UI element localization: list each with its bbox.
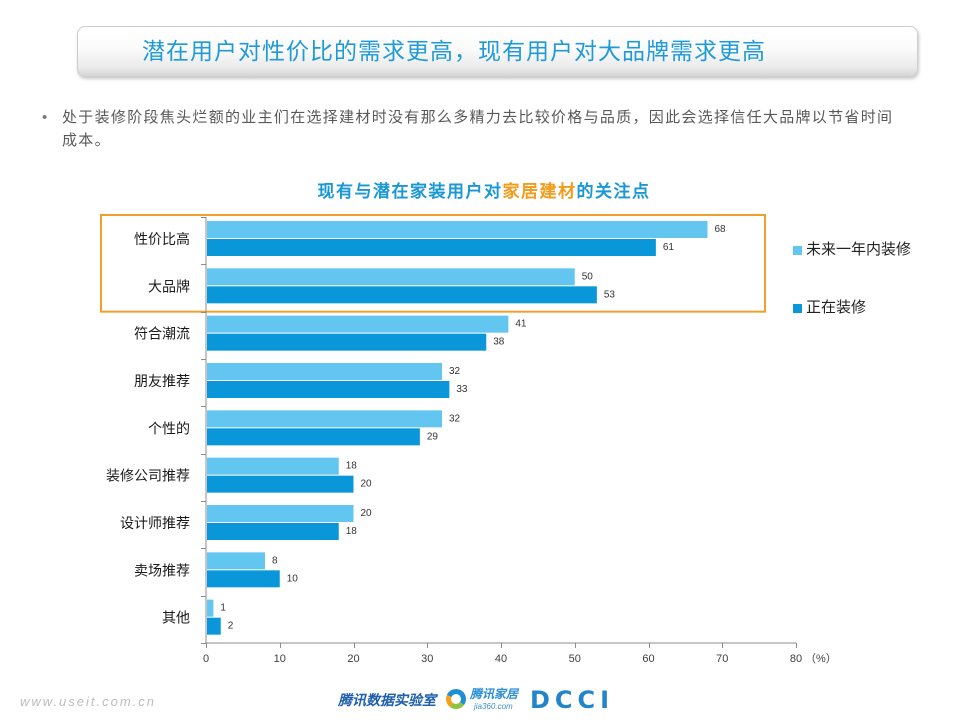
x-tick-label: 60 [642, 653, 654, 665]
x-tick-label: 50 [569, 653, 581, 665]
bar-current [207, 570, 280, 588]
category-label: 设计师推荐 [120, 515, 190, 531]
bar-future [207, 410, 442, 428]
bar-current [207, 333, 487, 351]
dcci-logo: DCCI [530, 686, 615, 714]
data-label: 20 [361, 479, 373, 490]
bar-future [207, 315, 509, 333]
data-label: 41 [515, 319, 527, 330]
data-label: 32 [449, 366, 461, 377]
jia-logo-icon [446, 689, 466, 709]
bar-current [207, 381, 450, 398]
slide-title: 潜在用户对性价比的需求更高，现有用户对大品牌需求更高 [142, 38, 766, 64]
highlight-box [100, 214, 766, 313]
data-label: 10 [287, 573, 299, 584]
bar-current [207, 475, 354, 493]
x-tick-label: 70 [716, 653, 728, 665]
bar-future [207, 221, 708, 238]
data-label: 50 [582, 271, 594, 282]
data-label: 8 [272, 555, 278, 566]
bar-current [207, 523, 339, 540]
data-label: 32 [449, 413, 461, 424]
data-label: 68 [715, 224, 727, 235]
tencent-data-lab-logo: 腾讯数据实验室 [338, 692, 436, 708]
jia-logo-url: jia360.com [474, 702, 513, 711]
bullet-text: 处于装修阶段焦头烂额的业主们在选择建材时没有那么多精力去比较价格与品质，因此会选… [62, 109, 894, 149]
x-axis-unit: （%） [805, 652, 837, 665]
bar-current [207, 239, 656, 256]
bullet-point: • 处于装修阶段焦头烂额的业主们在选择建材时没有那么多精力去比较价格与品质，因此… [42, 106, 902, 156]
data-label: 38 [493, 337, 505, 348]
bar-current [207, 286, 597, 304]
data-label: 29 [427, 431, 439, 442]
category-label: 卖场推荐 [134, 562, 190, 578]
x-tick-label: 80 [790, 653, 802, 665]
bar-future [207, 268, 575, 286]
data-label: 18 [346, 461, 358, 472]
category-label: 大品牌 [148, 278, 190, 294]
x-tick-label: 0 [203, 653, 209, 665]
data-label: 53 [604, 289, 616, 300]
bar-current [207, 428, 420, 446]
x-tick-label: 40 [495, 653, 507, 665]
legend-label-future: 未来一年内装修 [806, 241, 912, 258]
category-label: 朋友推荐 [134, 373, 190, 389]
bar-future [207, 599, 214, 617]
chart-legend: 未来一年内装修 正在装修 [790, 236, 940, 326]
legend-item-current: 正在装修 [793, 299, 866, 317]
category-label: 装修公司推荐 [106, 468, 190, 484]
legend-label-current: 正在装修 [806, 299, 867, 316]
watermark-text: www.useit.com.cn [20, 694, 157, 709]
bullet-icon: • [42, 109, 48, 126]
x-tick-label: 20 [347, 653, 359, 665]
jia-logo-name: 腾讯家居 [470, 687, 519, 701]
data-label: 61 [663, 242, 675, 253]
slide-title-bar: 潜在用户对性价比的需求更高，现有用户对大品牌需求更高 [77, 26, 918, 77]
chart-title: 现有与潜在家装用户对家居建材的关注点 [317, 182, 651, 201]
bar-current [207, 617, 221, 635]
data-label: 18 [346, 526, 358, 537]
data-label: 2 [228, 621, 234, 632]
bar-future [207, 363, 442, 380]
category-label: 符合潮流 [134, 326, 190, 342]
legend-item-future: 未来一年内装修 [793, 241, 911, 259]
chart-title-highlight: 家居建材 [502, 182, 577, 201]
bar-future [207, 552, 265, 570]
x-tick-label: 10 [274, 653, 286, 665]
data-label: 33 [456, 384, 468, 395]
bar-future [207, 457, 339, 475]
category-label: 个性的 [148, 420, 190, 436]
x-tick-label: 30 [421, 653, 433, 665]
category-label: 其他 [162, 610, 190, 626]
category-label: 性价比高 [134, 231, 190, 247]
bar-future [207, 505, 354, 522]
data-label: 20 [361, 508, 373, 519]
legend-swatch-current [793, 303, 802, 313]
legend-swatch-future [793, 245, 802, 255]
data-label: 1 [220, 603, 226, 614]
